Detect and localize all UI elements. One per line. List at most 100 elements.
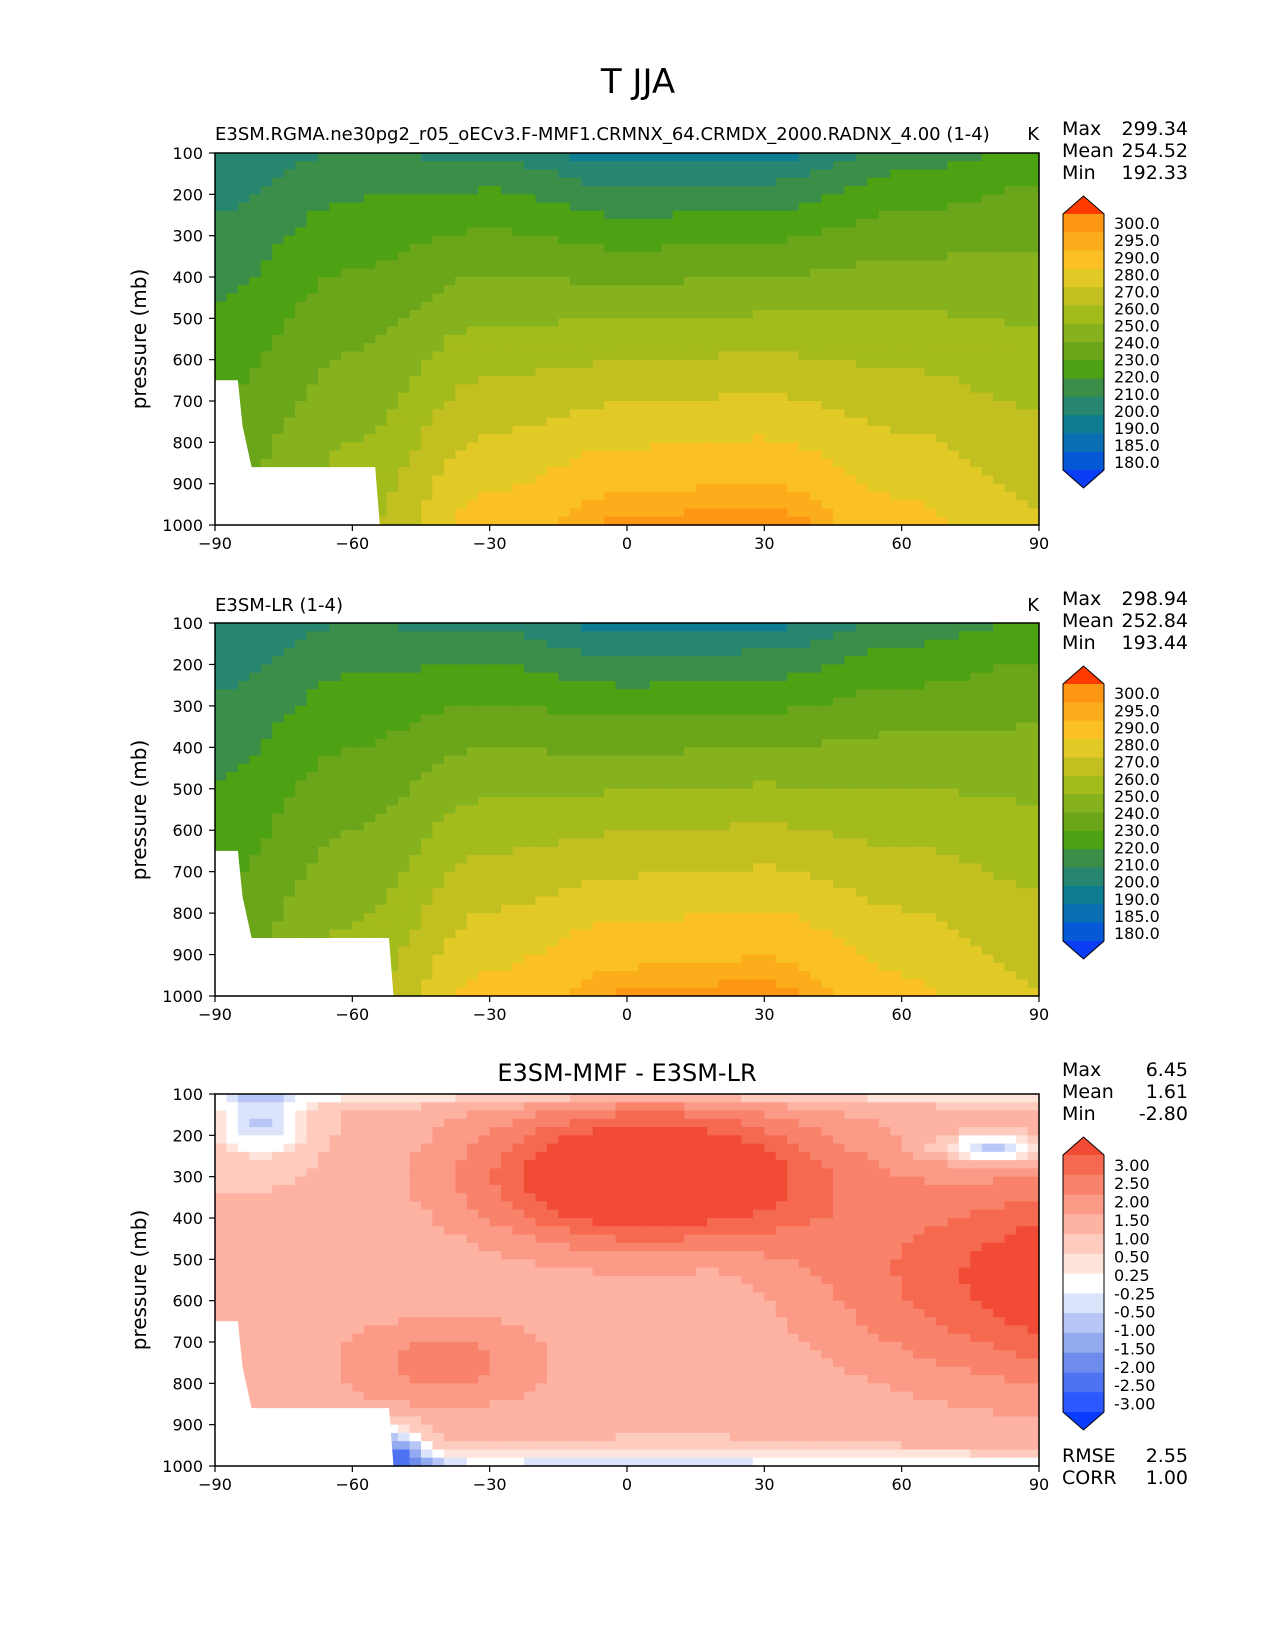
panel-reference-cell [730, 772, 743, 782]
panel-test-cell [1016, 227, 1029, 237]
panel-test-cell [684, 194, 697, 204]
panel-reference-cell [890, 730, 903, 740]
panel-test-cell [821, 409, 834, 419]
panel-test-cell [615, 194, 628, 204]
panel-test-cell [684, 285, 697, 295]
panel-reference-cell [661, 697, 674, 707]
panel-reference-cell [981, 647, 994, 657]
panel-reference-cell [718, 664, 731, 674]
panel-test-cell [306, 169, 319, 179]
panel-reference-cell [558, 714, 571, 724]
panel-reference-cell [443, 705, 456, 715]
panel-test-cell [558, 434, 571, 443]
panel-test-cell [375, 318, 388, 328]
panel-test-cell [489, 483, 502, 493]
panel-reference-cell [707, 805, 720, 815]
panel-reference-cell [352, 697, 365, 707]
panel-test-cell [283, 177, 296, 187]
panel-test-cell [993, 326, 1006, 336]
panel-test-cell [672, 202, 685, 212]
panel-test-cell [455, 219, 468, 228]
panel-test-cell [970, 392, 983, 402]
panel-test-cell [455, 392, 468, 402]
panel-test-ylabel: pressure (mb) [127, 269, 151, 410]
panel-reference-cell [924, 623, 937, 632]
panel-reference-cell [901, 788, 914, 798]
panel-reference-cell [604, 797, 617, 806]
panel-reference-cell [764, 755, 777, 765]
panel-test-cell [615, 252, 628, 262]
panel-test-cell [901, 475, 914, 485]
panel-reference-cell [432, 639, 445, 649]
panel-test-cell [524, 177, 537, 187]
panel-test-cell [970, 227, 983, 237]
panel-test-cell [260, 277, 273, 286]
panel-test-cell [375, 334, 388, 344]
panel-reference-cell [890, 755, 903, 765]
panel-test-cell [947, 227, 960, 237]
panel-test-cell [924, 153, 937, 162]
panel-test-cell [421, 442, 434, 452]
panel-reference-cell [466, 697, 479, 707]
panel-test-cell [249, 409, 262, 419]
panel-reference-cell [615, 755, 628, 765]
panel-reference-cell [329, 722, 342, 732]
panel-test-cell [306, 285, 319, 295]
panel-reference-cell [707, 797, 720, 806]
panel-test-cell [249, 177, 262, 187]
panel-test-cell [936, 161, 949, 171]
panel-test-cell [730, 483, 743, 493]
panel-test-cell [363, 153, 376, 162]
panel-reference-cell [947, 788, 960, 798]
panel-reference-cell [924, 722, 937, 732]
panel-test-cell [409, 417, 422, 427]
panel-test-cell [604, 367, 617, 377]
panel-test-cell [226, 210, 239, 220]
panel-test-cell [878, 417, 891, 427]
panel-test-cell [398, 491, 411, 501]
panel-test-cell [775, 491, 788, 501]
panel-test-cell [592, 334, 605, 344]
panel-test-cell [752, 301, 765, 311]
panel-test-cell [947, 409, 960, 419]
panel-test-cell [432, 210, 445, 220]
panel-test-cell [947, 442, 960, 452]
panel-test-cell [215, 202, 228, 212]
panel-test-cell [535, 351, 548, 361]
panel-test-cell [535, 219, 548, 228]
panel-test-cell [638, 343, 651, 352]
panel-test-cell [466, 243, 479, 253]
panel-test-cell [798, 326, 811, 336]
panel-test-cell [913, 177, 926, 187]
panel-reference-cell [386, 797, 399, 806]
panel-test-cell [524, 293, 537, 303]
panel-test-cell [329, 243, 342, 253]
panel-reference-cell [661, 722, 674, 732]
panel-test-cell [672, 326, 685, 336]
panel-test-cell [855, 277, 868, 286]
panel-test-cell [993, 301, 1006, 311]
panel-test-cell [855, 516, 868, 526]
panel-reference-cell [970, 672, 983, 682]
panel-test-cell [627, 202, 640, 212]
panel-test-cell [249, 359, 262, 369]
panel-test-cell [741, 434, 754, 443]
panel-test-cell [695, 277, 708, 286]
panel-test-cell [867, 310, 880, 319]
panel-reference-cell [272, 797, 285, 806]
panel-test-cell [352, 351, 365, 361]
panel-test-cell [993, 252, 1006, 262]
stat-min-value: 192.33 [1122, 162, 1188, 184]
panel-reference-cell [981, 714, 994, 724]
panel-reference-cell [318, 805, 331, 815]
panel-test-cell [455, 210, 468, 220]
panel-test-cell [752, 235, 765, 245]
panel-test-cell [844, 384, 857, 394]
panel-test-cell [340, 318, 353, 328]
panel-reference-cell [455, 739, 468, 748]
panel-test-cell [695, 169, 708, 179]
panel-reference-cell [569, 697, 582, 707]
panel-reference-cell [592, 664, 605, 674]
panel-reference-cell [970, 797, 983, 806]
panel-test-cell [295, 202, 308, 212]
